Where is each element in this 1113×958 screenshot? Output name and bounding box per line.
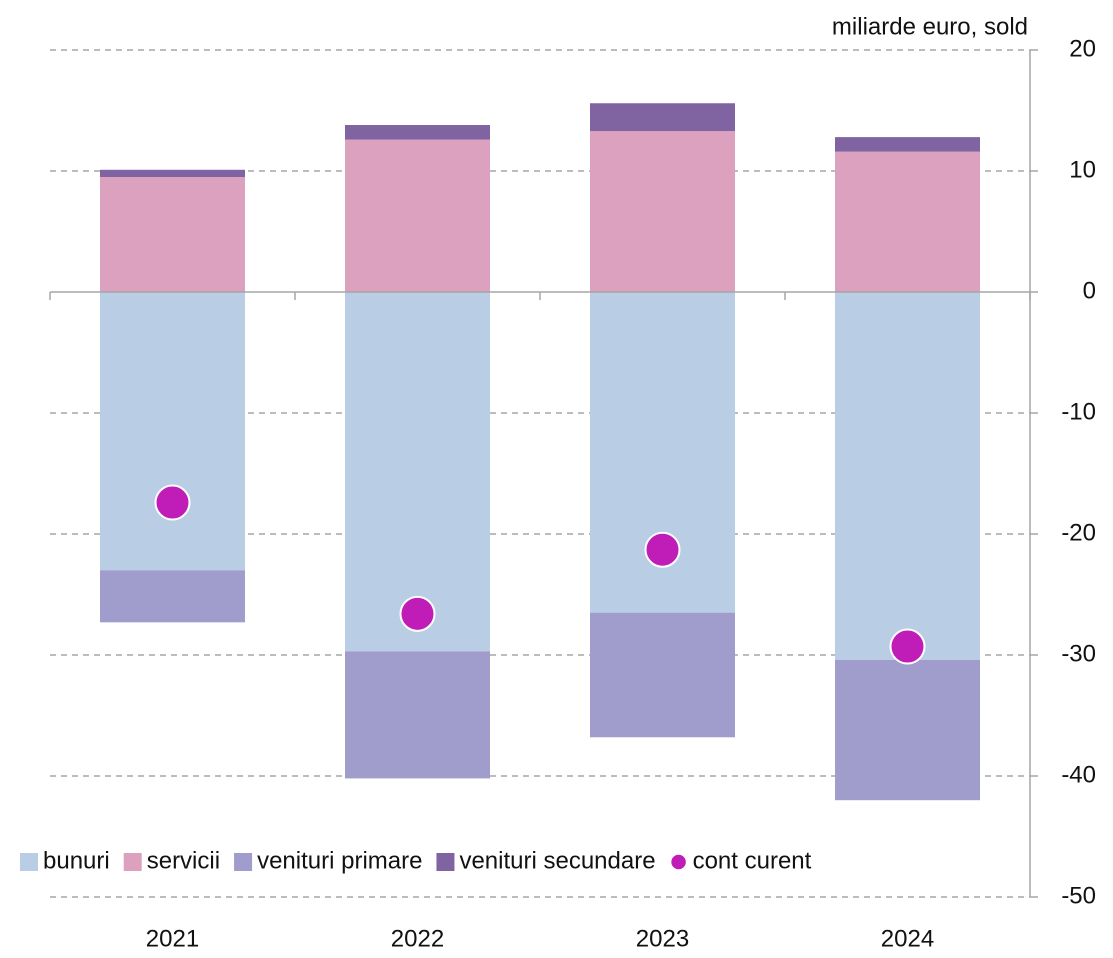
legend-marker [669,853,688,871]
legend-marker [436,853,455,871]
bar-segment [590,612,735,738]
legend-label: venituri secundare [459,847,655,874]
y-tick-label: -50 [1061,882,1096,909]
y-tick-label: 20 [1069,35,1096,62]
bar-segment [345,651,490,779]
x-tick-label: 2022 [391,925,444,952]
bar-segment [100,570,245,623]
legend-marker [20,853,38,871]
legend-label: bunuri [43,847,110,874]
dot [889,628,926,665]
y-tick-label: 0 [1083,277,1096,304]
y-tick-label: -40 [1061,761,1096,788]
bar-segment [345,125,490,140]
dot [399,595,436,632]
y-tick-label: 10 [1069,156,1096,183]
legend-marker [234,853,253,871]
bar-segment [835,659,980,801]
legend-marker [123,853,142,871]
unit-label: miliarde euro, sold [832,13,1028,40]
bar-segment [590,131,735,292]
bar-segment [835,137,980,152]
y-tick-label: -10 [1061,398,1096,425]
bar-segment [100,169,245,178]
dot [644,531,681,568]
bar-segment [835,292,980,660]
y-tick-label: -30 [1061,640,1096,667]
bar-segment [100,292,245,571]
legend-label: servicii [147,847,220,874]
x-tick-label: 2024 [881,925,934,952]
dot [154,484,191,521]
bar-segment [835,151,980,292]
legend-label: cont curent [693,847,812,874]
bar-segment [345,292,490,652]
bar-segment [590,103,735,132]
y-tick-label: -20 [1061,519,1096,546]
bar-segment [345,139,490,292]
legend-label: venituri primare [257,847,422,874]
x-tick-label: 2021 [146,925,199,952]
bar-segment [100,177,245,292]
x-tick-label: 2023 [636,925,689,952]
